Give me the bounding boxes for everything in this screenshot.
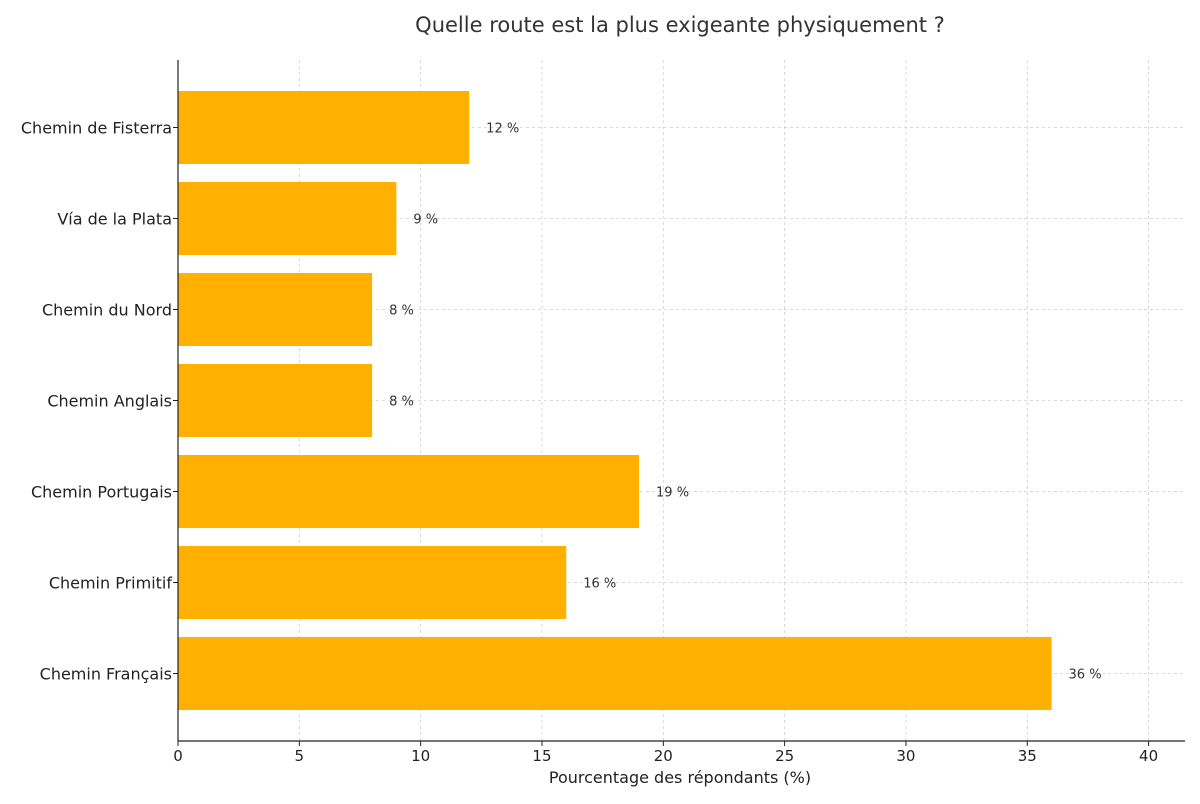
x-tick-label: 20 [654, 747, 673, 765]
bar-value-label: 19 % [656, 486, 689, 501]
bar [178, 546, 567, 619]
category-label: Chemin Primitif [49, 574, 173, 593]
bar-value-label: 8 % [389, 395, 414, 410]
x-tick-label: 40 [1139, 747, 1158, 765]
category-label: Chemin Anglais [47, 392, 172, 411]
bars [178, 91, 1052, 710]
axes [177, 60, 1185, 742]
category-labels: Chemin de Fisterra Vía de la Plata Chemin … [21, 119, 172, 684]
category-label: Chemin Portugais [31, 483, 172, 502]
x-ticks: 0 5 10 15 20 25 30 35 40 [173, 127, 1158, 765]
bar [178, 182, 397, 255]
bar-value-label: 9 % [413, 213, 438, 228]
category-label: Chemin de Fisterra [21, 119, 172, 138]
bar-value-label: 12 % [486, 122, 519, 137]
x-tick-label: 35 [1018, 747, 1037, 765]
bar [178, 455, 640, 528]
bar [178, 273, 373, 346]
x-tick-label: 10 [411, 747, 430, 765]
x-tick-label: 25 [775, 747, 794, 765]
bar [178, 91, 470, 164]
category-label: Chemin du Nord [42, 301, 172, 320]
x-tick-label: 15 [532, 747, 551, 765]
chart-title: Quelle route est la plus exigeante physi… [415, 13, 945, 37]
x-tick-label: 0 [173, 747, 183, 765]
x-tick-label: 5 [295, 747, 305, 765]
category-label: Vía de la Plata [57, 210, 172, 229]
bar-value-label: 36 % [1069, 668, 1102, 683]
bar-value-label: 16 % [583, 577, 616, 592]
x-tick-label: 30 [896, 747, 915, 765]
bar [178, 364, 373, 437]
bar [178, 637, 1052, 710]
category-label: Chemin Français [40, 665, 172, 684]
x-axis-label: Pourcentage des répondants (%) [549, 768, 811, 787]
bar-value-label: 8 % [389, 304, 414, 319]
data-labels: 12 % 9 % 8 % 8 % 19 % 16 % 36 % [389, 122, 1101, 683]
